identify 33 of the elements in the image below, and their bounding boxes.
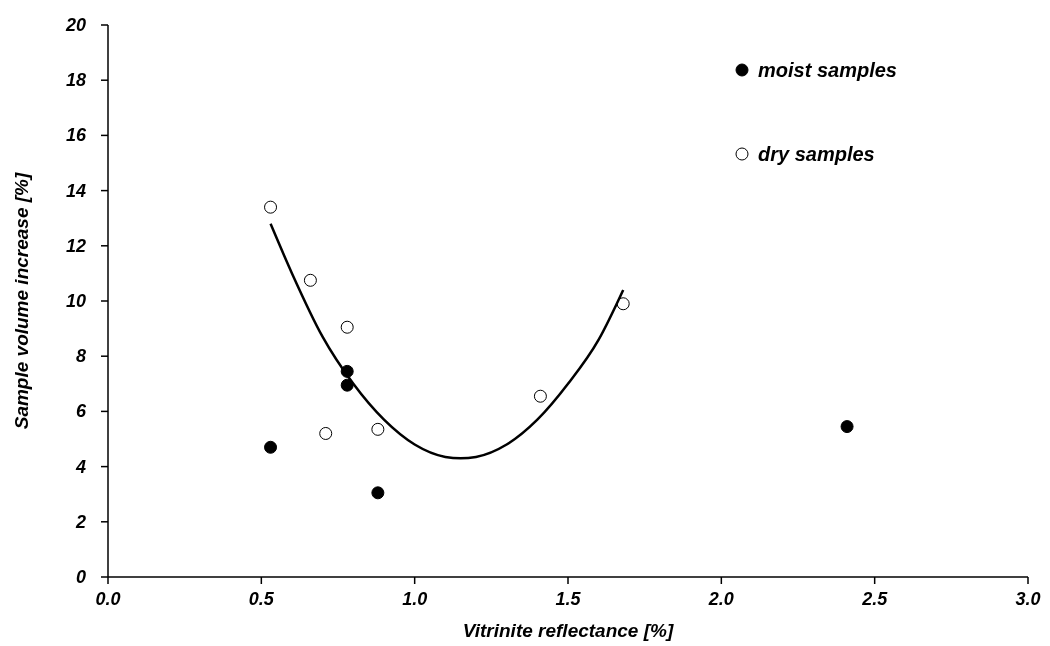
point <box>264 440 278 454</box>
point <box>264 200 278 214</box>
y-tick-label: 10 <box>65 291 86 311</box>
x-tick-label: 1.0 <box>402 589 428 609</box>
y-tick-label: 2 <box>74 511 86 532</box>
point <box>340 320 354 334</box>
x-tick-label: 3.0 <box>1015 589 1041 609</box>
x-tick-label: 2.0 <box>707 589 734 609</box>
point <box>616 297 630 311</box>
point <box>319 426 333 440</box>
y-tick-label: 12 <box>65 235 86 256</box>
y-tick-label: 20 <box>64 15 86 35</box>
point <box>340 378 354 392</box>
point <box>303 273 317 287</box>
legend-label: moist samples <box>758 59 897 81</box>
point <box>371 422 385 436</box>
y-tick-label: 18 <box>65 70 86 91</box>
point <box>371 486 385 500</box>
y-tick-label: 4 <box>74 456 86 477</box>
x-tick-label: 0.5 <box>248 589 275 609</box>
y-axis-title: Sample volume increase [%] <box>11 172 32 430</box>
y-tick-label: 16 <box>65 125 87 146</box>
point <box>840 420 854 434</box>
x-tick-label: 1.5 <box>555 589 582 609</box>
x-tick-label: 0.0 <box>95 589 121 609</box>
y-tick-label: 0 <box>75 567 86 587</box>
y-tick-label: 14 <box>65 180 86 201</box>
legend-label: dry samples <box>758 143 875 165</box>
x-tick-label: 2.5 <box>861 589 889 609</box>
y-tick-label: 8 <box>75 346 86 367</box>
y-tick-label: 6 <box>75 401 87 422</box>
x-axis-title: Vitrinite reflectance [%] <box>462 620 674 641</box>
point <box>533 389 547 403</box>
